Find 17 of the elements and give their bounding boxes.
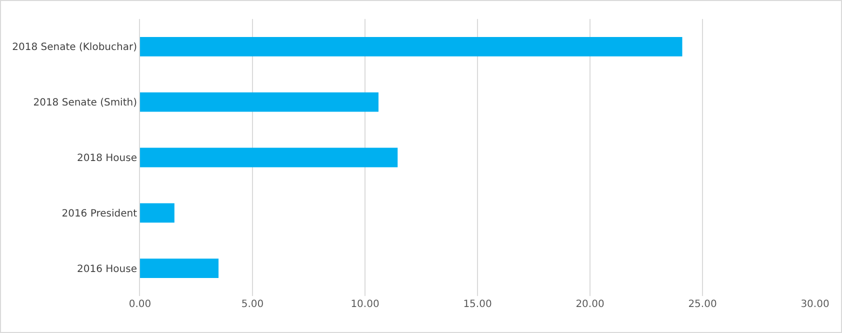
bar <box>140 203 174 223</box>
x-tick-label: 25.00 <box>688 299 717 310</box>
y-tick-label: 2018 Senate (Smith) <box>33 98 138 109</box>
y-tick-label: 2016 House <box>77 264 137 275</box>
bar <box>140 37 682 56</box>
y-tick-label: 2018 Senate (Klobuchar) <box>12 42 138 54</box>
x-tick-label: 15.00 <box>463 299 492 310</box>
x-tick-label: 10.00 <box>350 299 380 310</box>
x-tick-label: 30.00 <box>800 299 830 310</box>
bar <box>140 258 219 278</box>
x-tick-label: 5.00 <box>241 299 264 310</box>
y-tick-label: 2018 House <box>77 153 137 164</box>
x-tick-label: 0.00 <box>128 299 152 310</box>
bar <box>140 148 398 168</box>
x-tick-label: 20.00 <box>576 299 604 310</box>
y-tick-label: 2016 President <box>62 208 138 220</box>
bar <box>140 92 378 112</box>
